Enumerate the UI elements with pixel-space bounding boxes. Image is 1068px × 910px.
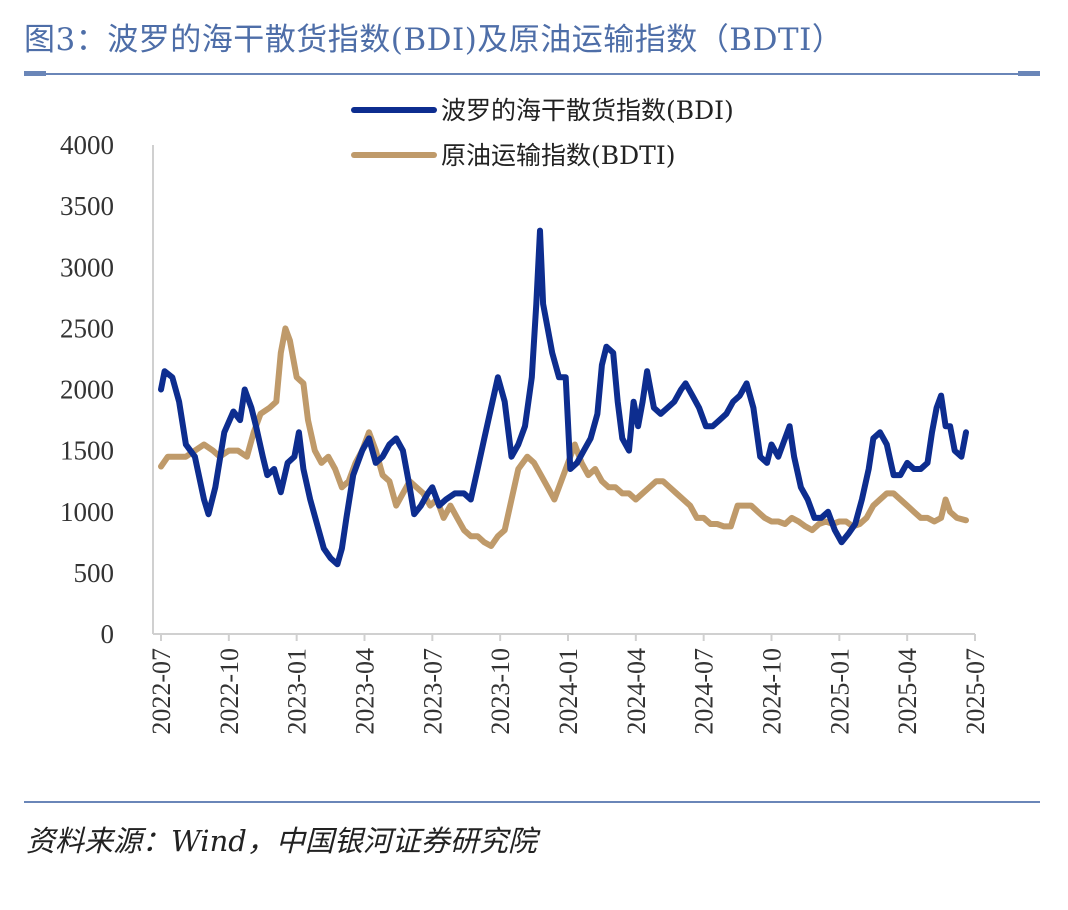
y-axis-ticks: 0 500 1000 1500 2000 2500 3000 3500 4000 bbox=[60, 130, 114, 649]
x-tick-label: 2023-01 bbox=[283, 648, 312, 735]
x-tick-label: 2025-07 bbox=[961, 648, 990, 735]
bdi-series-line bbox=[158, 227, 969, 568]
y-tick-label: 3500 bbox=[60, 191, 114, 221]
x-tick-label: 2024-04 bbox=[622, 648, 651, 735]
chart-legend: 波罗的海干散货指数(BDI) 原油运输指数(BDTI) bbox=[351, 96, 734, 170]
x-tick-label: 2025-04 bbox=[893, 648, 922, 735]
y-tick-label: 0 bbox=[101, 619, 115, 649]
y-tick-label: 4000 bbox=[60, 130, 114, 160]
figure-title: 图3：波罗的海干散货指数(BDI)及原油运输指数（BDTI） bbox=[24, 22, 844, 58]
x-axis-ticks: 2022-07 2022-10 2023-01 2023-04 2023-07 2023-… bbox=[147, 634, 990, 735]
x-tick-label: 2024-10 bbox=[758, 648, 787, 735]
x-tick-label: 2024-01 bbox=[554, 648, 583, 735]
x-tick-label: 2025-01 bbox=[825, 648, 854, 735]
line-chart: 0 500 1000 1500 2000 2500 3000 3500 4000 2022-07… bbox=[60, 96, 990, 735]
chart-series bbox=[158, 227, 969, 568]
x-tick-label: 2023-10 bbox=[486, 648, 515, 735]
x-tick-label: 2022-10 bbox=[215, 648, 244, 735]
y-tick-label: 2000 bbox=[60, 375, 114, 405]
source-divider bbox=[24, 801, 1040, 803]
legend-label-bdti: 原油运输指数(BDTI) bbox=[441, 141, 675, 170]
source-note: 资料来源：Wind，中国银河证券研究院 bbox=[26, 824, 537, 858]
x-tick-label: 2022-07 bbox=[147, 648, 176, 735]
x-tick-label: 2023-04 bbox=[351, 648, 380, 735]
title-divider-right-accent bbox=[1018, 71, 1040, 76]
legend-label-bdi: 波罗的海干散货指数(BDI) bbox=[441, 96, 734, 125]
y-tick-label: 2500 bbox=[60, 313, 114, 343]
y-tick-label: 1000 bbox=[60, 497, 114, 527]
y-tick-label: 1500 bbox=[60, 436, 114, 466]
bdti-series-line bbox=[158, 325, 969, 549]
y-tick-label: 3000 bbox=[60, 252, 114, 282]
x-tick-label: 2024-07 bbox=[690, 648, 719, 735]
title-divider-left-accent bbox=[24, 71, 46, 76]
y-tick-label: 500 bbox=[74, 558, 115, 588]
x-tick-label: 2023-07 bbox=[418, 648, 447, 735]
chart-axes bbox=[152, 145, 975, 635]
title-divider bbox=[24, 73, 1040, 75]
